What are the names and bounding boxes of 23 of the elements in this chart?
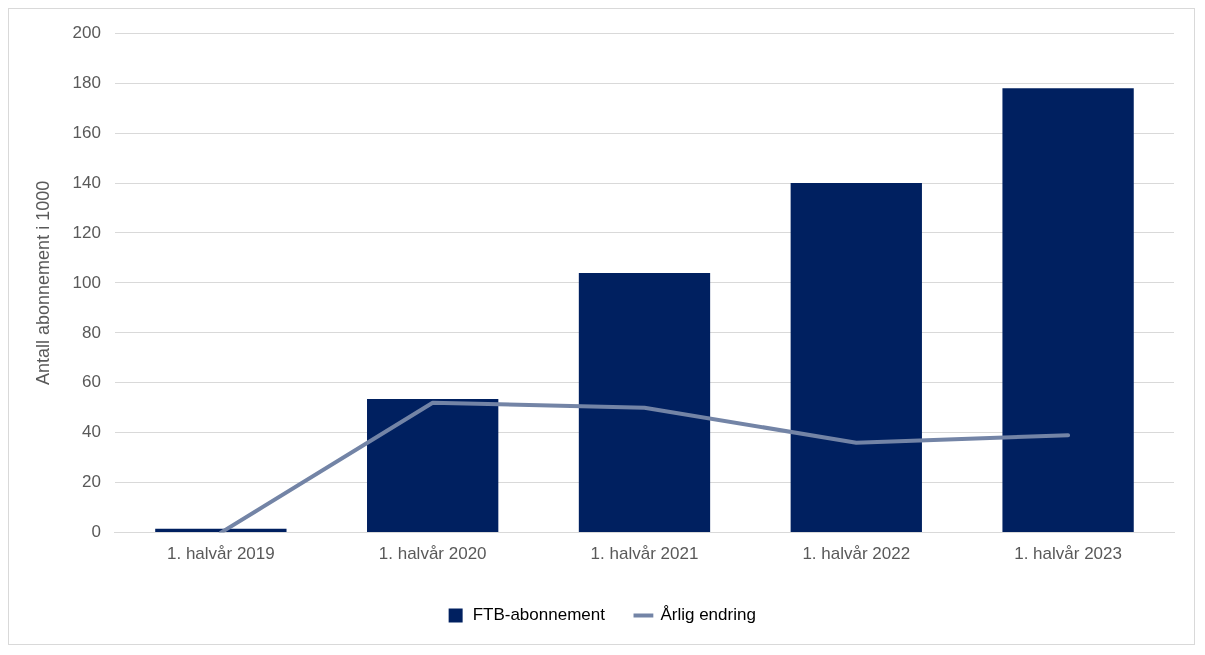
bar [367, 399, 499, 533]
legend-label: FTB-abonnement [472, 605, 606, 625]
y-tick-label: 180 [72, 72, 101, 92]
y-tick-label: 20 [82, 472, 101, 492]
y-axis-title: Antall abonnement i 1000 [32, 180, 53, 385]
bar [1002, 88, 1134, 533]
legend-label: Årlig endring [660, 605, 756, 625]
x-tick-label: 1. halvår 2021 [590, 544, 699, 564]
y-tick-label: 120 [72, 222, 101, 242]
bar [790, 183, 922, 533]
y-tick-label: 60 [82, 372, 101, 392]
y-tick-label: 40 [82, 422, 101, 442]
y-tick-label: 160 [72, 122, 101, 142]
y-tick-label: 200 [72, 22, 101, 42]
x-tick-label: 1. halvår 2023 [1014, 544, 1122, 564]
y-tick-label: 100 [72, 272, 101, 292]
x-tick-label: 1. halvår 2020 [378, 544, 487, 564]
x-tick-label: 1. halvår 2022 [802, 544, 911, 564]
y-tick-label: 0 [91, 522, 101, 542]
bar [578, 272, 711, 533]
y-tick-label: 140 [72, 172, 101, 192]
x-tick-label: 1. halvår 2019 [166, 544, 275, 564]
y-tick-label: 80 [82, 322, 101, 342]
